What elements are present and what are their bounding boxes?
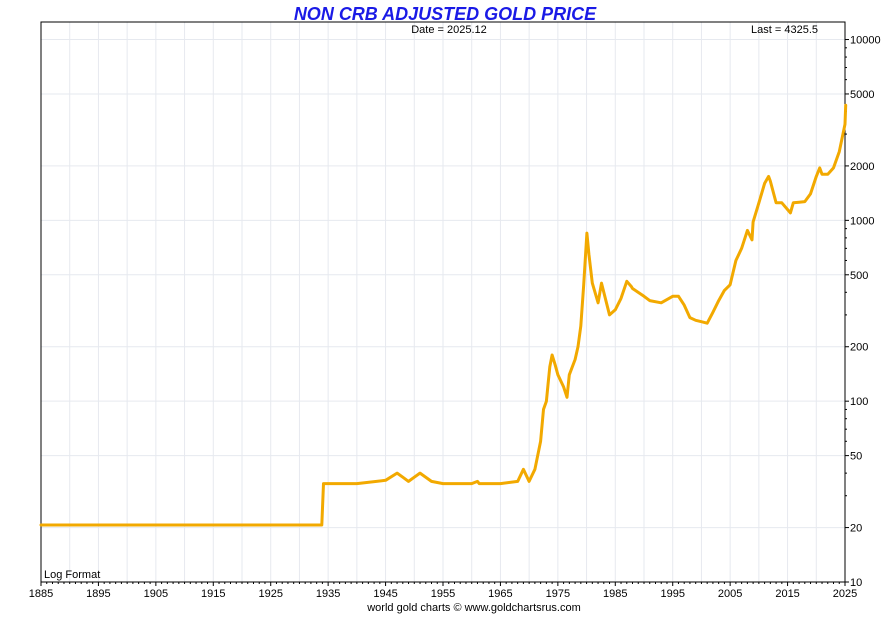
- y-tick-label: 10000: [850, 35, 881, 47]
- y-tick-label: 200: [850, 342, 868, 354]
- x-tick-label: 1945: [373, 588, 397, 600]
- x-tick-label: 2015: [775, 588, 799, 600]
- y-tick-label: 20: [850, 523, 862, 535]
- y-tick-label: 2000: [850, 161, 874, 173]
- date-readout: Date = 2025.12: [411, 24, 487, 36]
- x-tick-label: 1905: [144, 588, 168, 600]
- log-format-label: Log Format: [44, 569, 100, 581]
- x-axis: 1885 1895 1905 1915 1925 1935 1945 1955 1965 1975…: [29, 582, 857, 600]
- x-tick-label: 1885: [29, 588, 53, 600]
- x-tick-label: 2025: [833, 588, 857, 600]
- x-tick-label: 1895: [86, 588, 110, 600]
- y-tick-label: 100: [850, 396, 868, 408]
- y-tick-label: 1000: [850, 215, 874, 227]
- x-tick-label: 1925: [258, 588, 282, 600]
- y-tick-label: 50: [850, 451, 862, 463]
- x-tick-label: 1935: [316, 588, 340, 600]
- x-tick-label: 1965: [488, 588, 512, 600]
- chart-title: NON CRB ADJUSTED GOLD PRICE: [294, 4, 597, 24]
- gridlines: [40, 22, 846, 583]
- y-axis: 10 20 50 100 200 500 1000 2000 5000 10000: [845, 35, 881, 589]
- x-tick-label: 1995: [660, 588, 684, 600]
- y-tick-label: 500: [850, 270, 868, 282]
- x-tick-label: 1955: [431, 588, 455, 600]
- x-tick-label: 1975: [546, 588, 570, 600]
- y-tick-label: 10: [850, 577, 862, 589]
- x-tick-label: 2005: [718, 588, 742, 600]
- series-layer: [39, 103, 848, 527]
- x-tick-label: 1985: [603, 588, 627, 600]
- last-readout: Last = 4325.5: [751, 24, 818, 36]
- x-tick-label: 1915: [201, 588, 225, 600]
- gold-price-series-line: [39, 103, 848, 527]
- footer-credit: world gold charts © www.goldchartsrus.co…: [366, 602, 581, 614]
- y-tick-label: 5000: [850, 89, 874, 101]
